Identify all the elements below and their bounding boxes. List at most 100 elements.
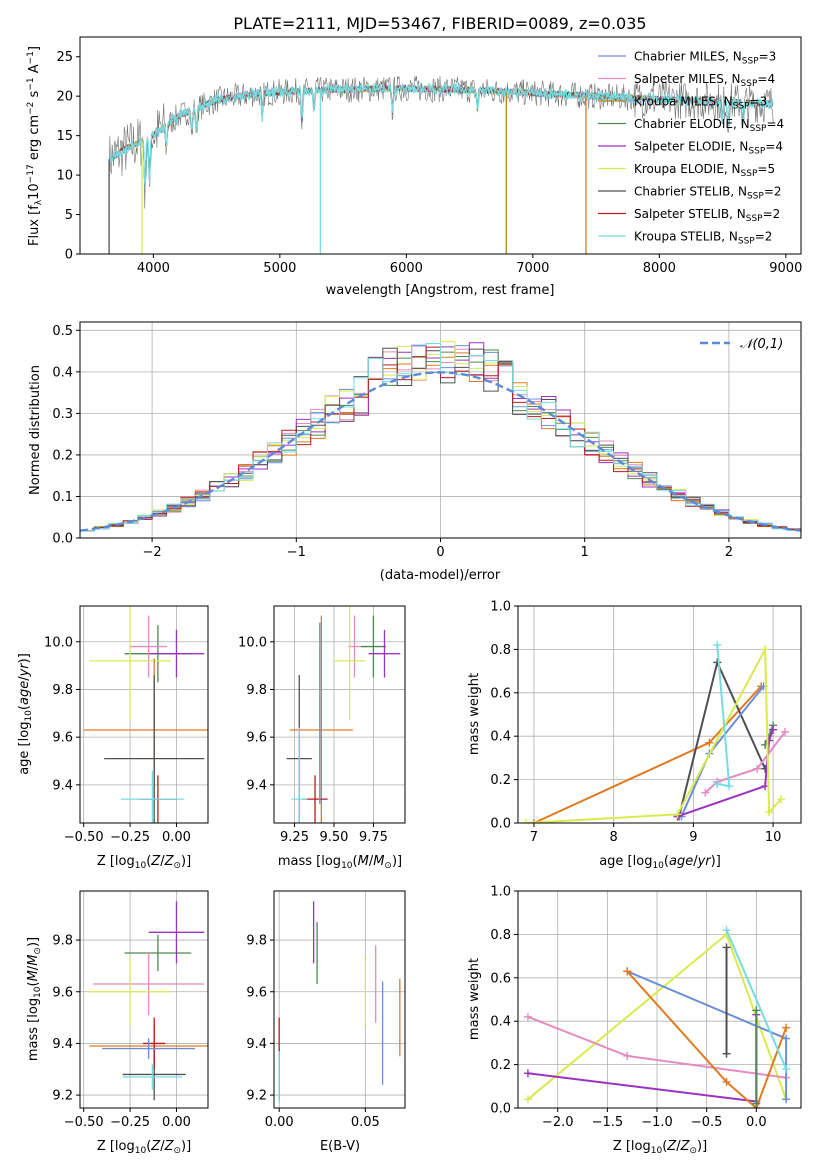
mass-vs-Z-ylabel: mass [log10​(M/M⊙​)] [26,937,43,1061]
mass-vs-Z-ytick-label: 9.2 [52,1089,73,1104]
residuals-xtick-label: 0 [436,545,444,560]
spectrum-frame [79,36,802,255]
residuals-xlabel: (data-model)/error [380,568,501,583]
mass-vs-EBV-xlabel: E(B-V) [320,1139,360,1154]
age-vs-Z-plot-area [80,606,208,823]
spectrum-ytick-label: 5 [65,208,73,223]
weight-vs-age-ytick-label: 1.0 [490,600,511,615]
age-vs-Z-ytick-label: 9.8 [52,683,73,698]
age-vs-Z-ytick-label: 10.0 [44,635,73,650]
residuals-xtick-label: −2 [143,545,162,560]
weight-vs-age-ylabel: mass weight [467,673,482,755]
legend-label: Kroupa STELIB, NSSP​=2 [634,230,772,247]
legend-label: 𝒩(0,1) [740,337,783,352]
legend-label: Chabrier STELIB, NSSP​=2 [634,185,782,202]
weight-vs-Z-frame [517,890,802,1109]
spectrum-xlabel: wavelength [Angstrom, rest frame] [326,283,555,298]
age-vs-Z-xtick-label: −0.25 [110,830,150,845]
age-vs-mass-xlabel: mass [log10​(M/M⊙​)] [278,854,402,871]
gaussian-curve [80,371,801,532]
legend-label: Kroupa ELODIE, NSSP​=5 [634,162,775,179]
age-vs-mass-xtick-label: 9.75 [359,830,388,845]
mass-vs-Z-xtick-label: −0.25 [110,1115,150,1130]
mass-vs-Z-ytick-label: 9.8 [52,934,73,949]
weight-vs-age-axes: 7 8 9 10 0.0 0.2 0.4 0.6 0.8 1.0 [490,600,802,845]
legend-label: Chabrier MILES, NSSP​=3 [634,50,776,67]
age-vs-mass-xtick-label: 9.25 [280,830,309,845]
residuals-ytick-label: 0.1 [52,490,73,505]
weight-vs-age-ytick-label: 0.0 [490,817,511,832]
weight-line [626,970,788,1108]
weight-vs-age-xtick-label: 7 [530,830,538,845]
spectrum-xtick-label: 6000 [390,261,423,276]
weight-vs-Z-xtick-label: −1.5 [592,1115,624,1130]
age-vs-mass-ytick-label: 9.6 [246,731,267,746]
spectrum-ytick-label: 25 [56,50,73,65]
spectrum-plot-area [108,75,774,254]
legend-label: Salpeter ELODIE, NSSP​=4 [634,140,783,157]
age-vs-mass-axes: 9.25 9.50 9.75 9.4 9.6 9.8 10.0 [238,605,406,845]
mass-vs-Z-xlabel: Z [log10​(Z/Z⊙​)] [97,1139,191,1156]
weight-vs-age-ytick-label: 0.2 [490,773,511,788]
weight-vs-Z-xtick-label: −1.0 [641,1115,673,1130]
legend-label: Salpeter STELIB, NSSP​=2 [634,207,780,224]
weight-vs-age-xtick-label: 9 [689,830,697,845]
mass-vs-Z-xtick-label: −0.50 [64,1115,104,1130]
mass-vs-EBV-ytick-label: 9.2 [246,1089,267,1104]
residuals-ytick-label: 0.3 [52,407,73,422]
age-vs-Z-xlabel: Z [log10​(Z/Z⊙​)] [97,854,191,871]
spectrum-xtick-label: 5000 [263,261,296,276]
weight-vs-Z-xlabel: Z [log10​(Z/Z⊙​)] [613,1139,707,1156]
spectrum-kroupa-stelib-line [108,82,774,187]
age-vs-mass-ytick-label: 10.0 [238,635,267,650]
age-vs-Z-ytick-label: 9.4 [52,778,73,793]
weight-vs-Z-xtick-label: 0.0 [746,1115,767,1130]
weight-vs-Z-axes: −2.0 −1.5 −1.0 −0.5 0.0 0.0 0.2 0.4 0.6 0.8 1.0 [490,885,802,1130]
residuals-frame [79,321,802,539]
weight-vs-age-xtick-label: 8 [610,830,618,845]
weight-vs-Z-ytick-label: 1.0 [490,885,511,900]
spectrum-xtick-label: 4000 [137,261,170,276]
residuals-plot-area [80,322,801,538]
spectrum-ytick-label: 20 [56,90,73,105]
mass-vs-Z-xtick-label: 0.00 [162,1115,191,1130]
residuals-xtick-label: −1 [287,545,306,560]
mass-vs-EBV-xtick-label: 0.05 [351,1115,380,1130]
mass-vs-EBV-ytick-label: 9.6 [246,985,267,1000]
spectrum-ylabel: Flux [fλ​10−17​ erg cm−2​ s−1​ A−1​] [26,46,44,246]
mass-vs-EBV-axes: 0.00 0.05 9.2 9.4 9.6 9.8 [246,890,406,1130]
plots-layer: 4000 5000 6000 7000 8000 90000510152025wavele… [17,36,802,1156]
age-vs-Z-frame [79,605,209,824]
age-vs-mass-frame [273,605,406,824]
weight-vs-Z-ytick-label: 0.4 [490,1015,511,1030]
age-vs-Z-ylabel: age [log10​(age/yr)] [17,653,34,775]
age-vs-Z-axes: −0.50 −0.25 0.00 9.4 9.6 9.8 10.0 [44,605,209,845]
age-vs-Z-xtick-label: 0.00 [162,830,191,845]
spectrum-xtick-label: 8000 [643,261,676,276]
age-vs-Z-ytick-label: 9.6 [52,731,73,746]
weight-vs-age-xlabel: age [log10​(age/yr)] [599,854,721,871]
weight-vs-age-plot-area [518,606,801,823]
mass-vs-Z-plot-area [80,891,208,1108]
residuals-ytick-label: 0.0 [52,532,73,547]
spectrum-legend: Chabrier MILES, NSSP​=3 Salpeter MILES, N… [598,50,784,247]
legend-label: Chabrier ELODIE, NSSP​=4 [634,117,784,134]
weight-vs-Z-ylabel: mass weight [467,958,482,1040]
weight-line [704,731,786,794]
weight-line [716,644,731,788]
residuals-legend: 𝒩(0,1) [700,337,783,352]
figure-title: PLATE=2111, MJD=53467, FIBERID=0089, z=0… [233,14,646,33]
residual-histogram [80,343,801,532]
residuals-xtick-label: 1 [581,545,589,560]
mass-vs-Z-frame [79,890,209,1109]
residuals-ytick-label: 0.5 [52,324,73,339]
mass-vs-EBV-plot-area [274,891,405,1108]
mass-vs-EBV-frame [273,890,406,1109]
weight-vs-Z-ytick-label: 0.8 [490,928,511,943]
spectrum-ytick-label: 10 [56,169,73,184]
mass-vs-EBV-ytick-label: 9.4 [246,1037,267,1052]
weight-vs-Z-ytick-label: 0.6 [490,971,511,986]
weight-line [725,929,788,1070]
residuals-axes: −2 −1 0 1 2 0.0 0.1 0.2 0.3 0.4 0.5 [52,321,802,560]
age-vs-mass-xtick-label: 9.50 [319,830,348,845]
